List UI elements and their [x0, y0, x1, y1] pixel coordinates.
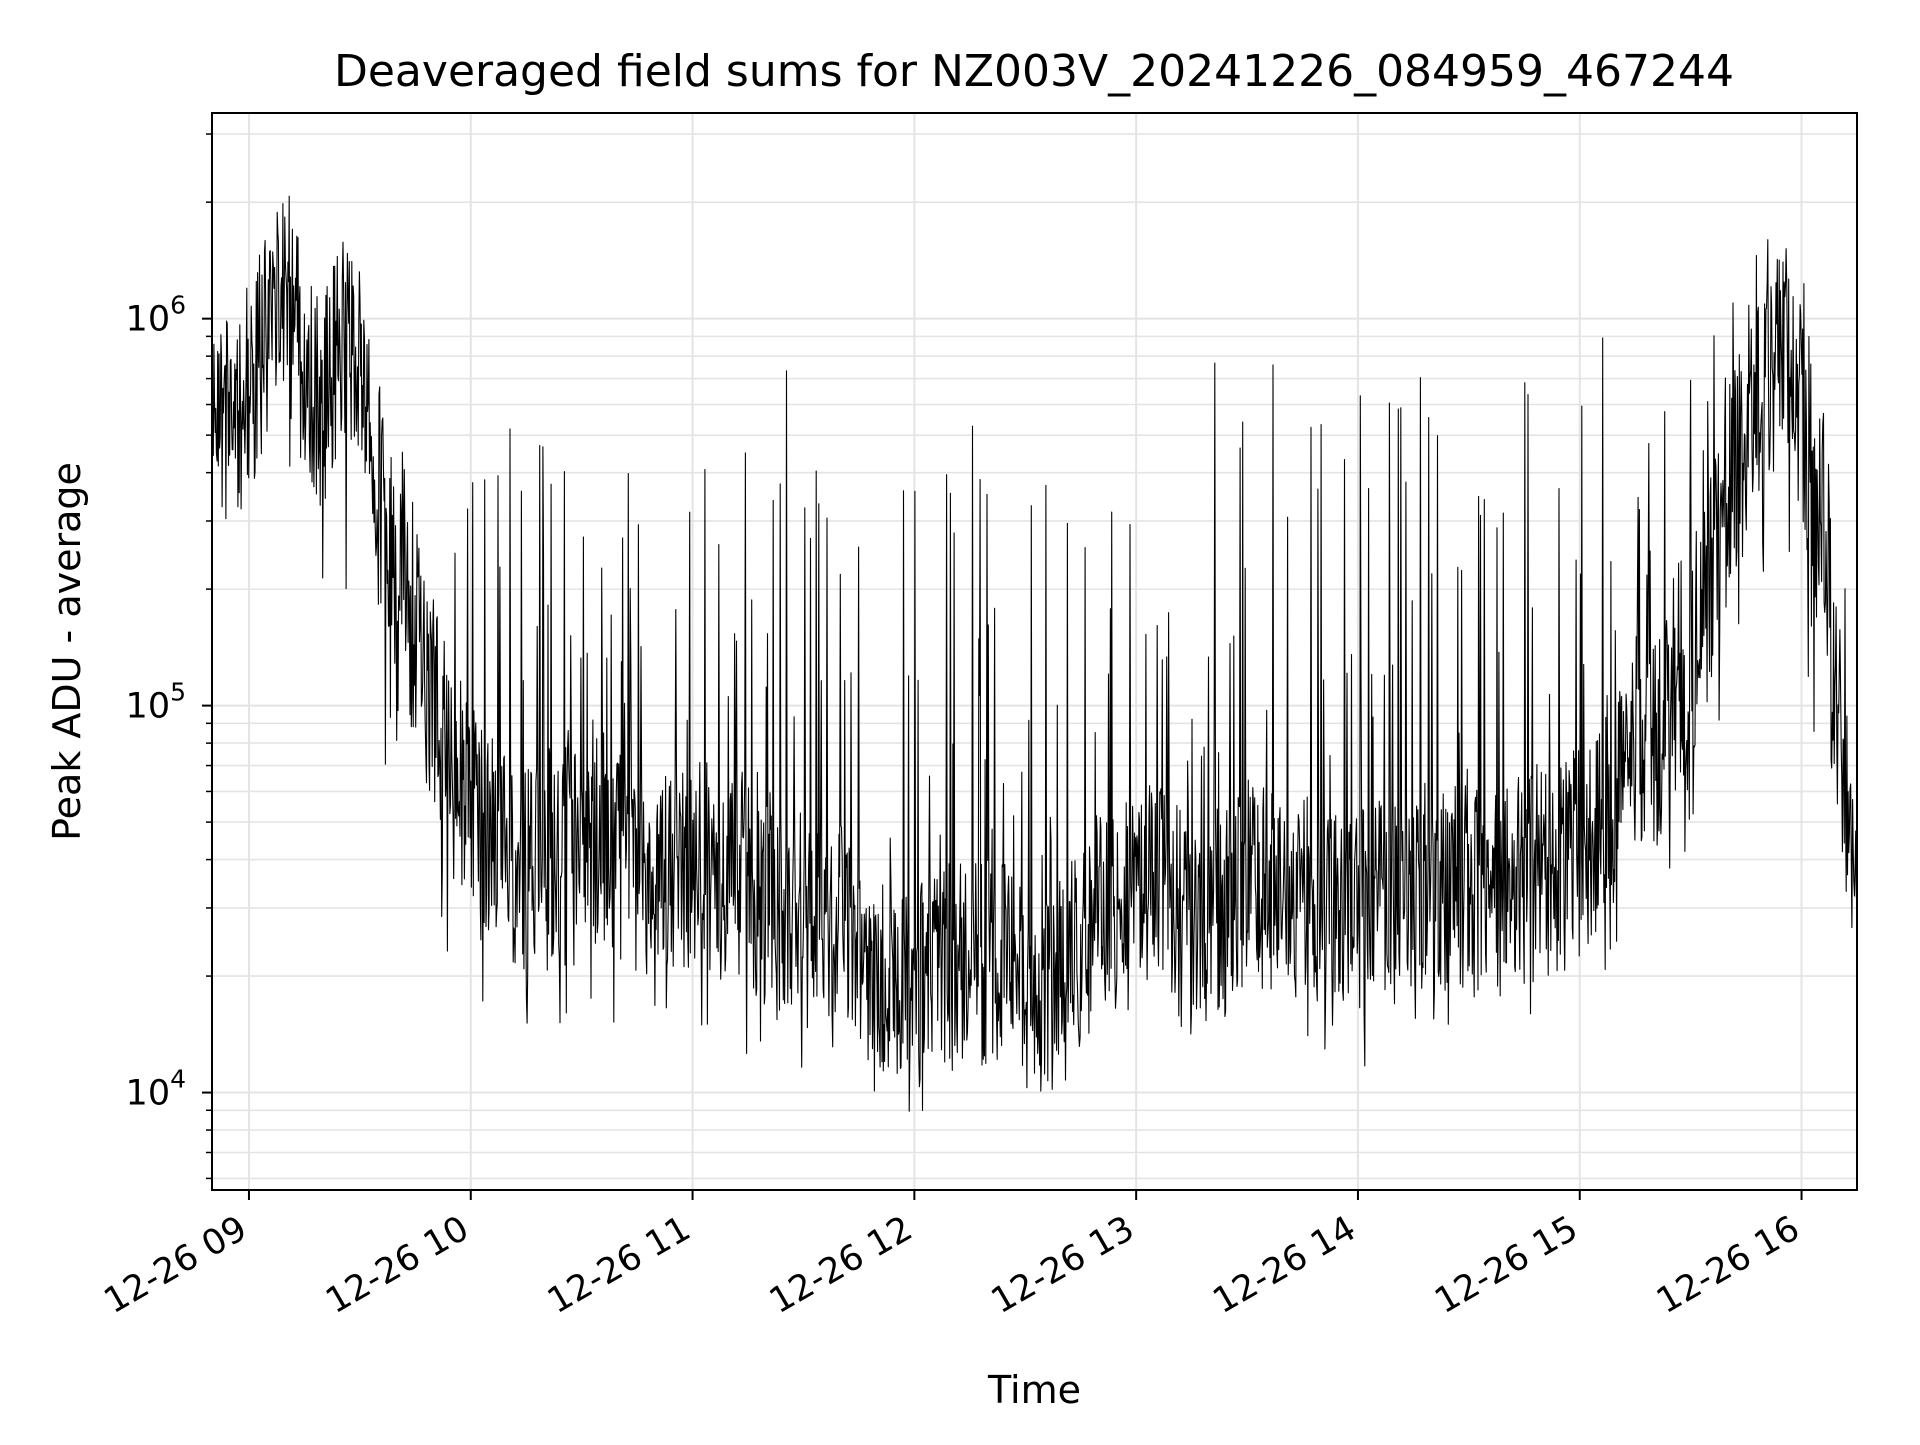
x-tick-label: 12-26 10: [319, 1209, 475, 1322]
chart-title: Deaveraged field sums for NZ003V_2024122…: [334, 46, 1734, 97]
x-tick-label: 12-26 13: [985, 1209, 1141, 1322]
x-tick-label: 12-26 11: [541, 1209, 697, 1322]
x-tick-label: 12-26 14: [1207, 1209, 1363, 1322]
x-axis-label: Time: [987, 1368, 1081, 1412]
plot-frame: [211, 112, 1858, 1191]
series-line: [212, 195, 1857, 1112]
x-tick-label: 12-26 09: [98, 1209, 254, 1322]
y-tick-label: 104: [126, 1065, 186, 1114]
y-tick-label: 106: [126, 291, 186, 340]
series-layer: [212, 195, 1857, 1112]
x-tick-label: 12-26 15: [1428, 1209, 1584, 1322]
grid: [212, 113, 1857, 1190]
x-tick-label: 12-26 16: [1650, 1209, 1806, 1322]
y-tick-label: 105: [126, 678, 186, 727]
y-axis-label: Peak ADU - average: [45, 462, 89, 841]
x-tick-label: 12-26 12: [763, 1209, 919, 1322]
